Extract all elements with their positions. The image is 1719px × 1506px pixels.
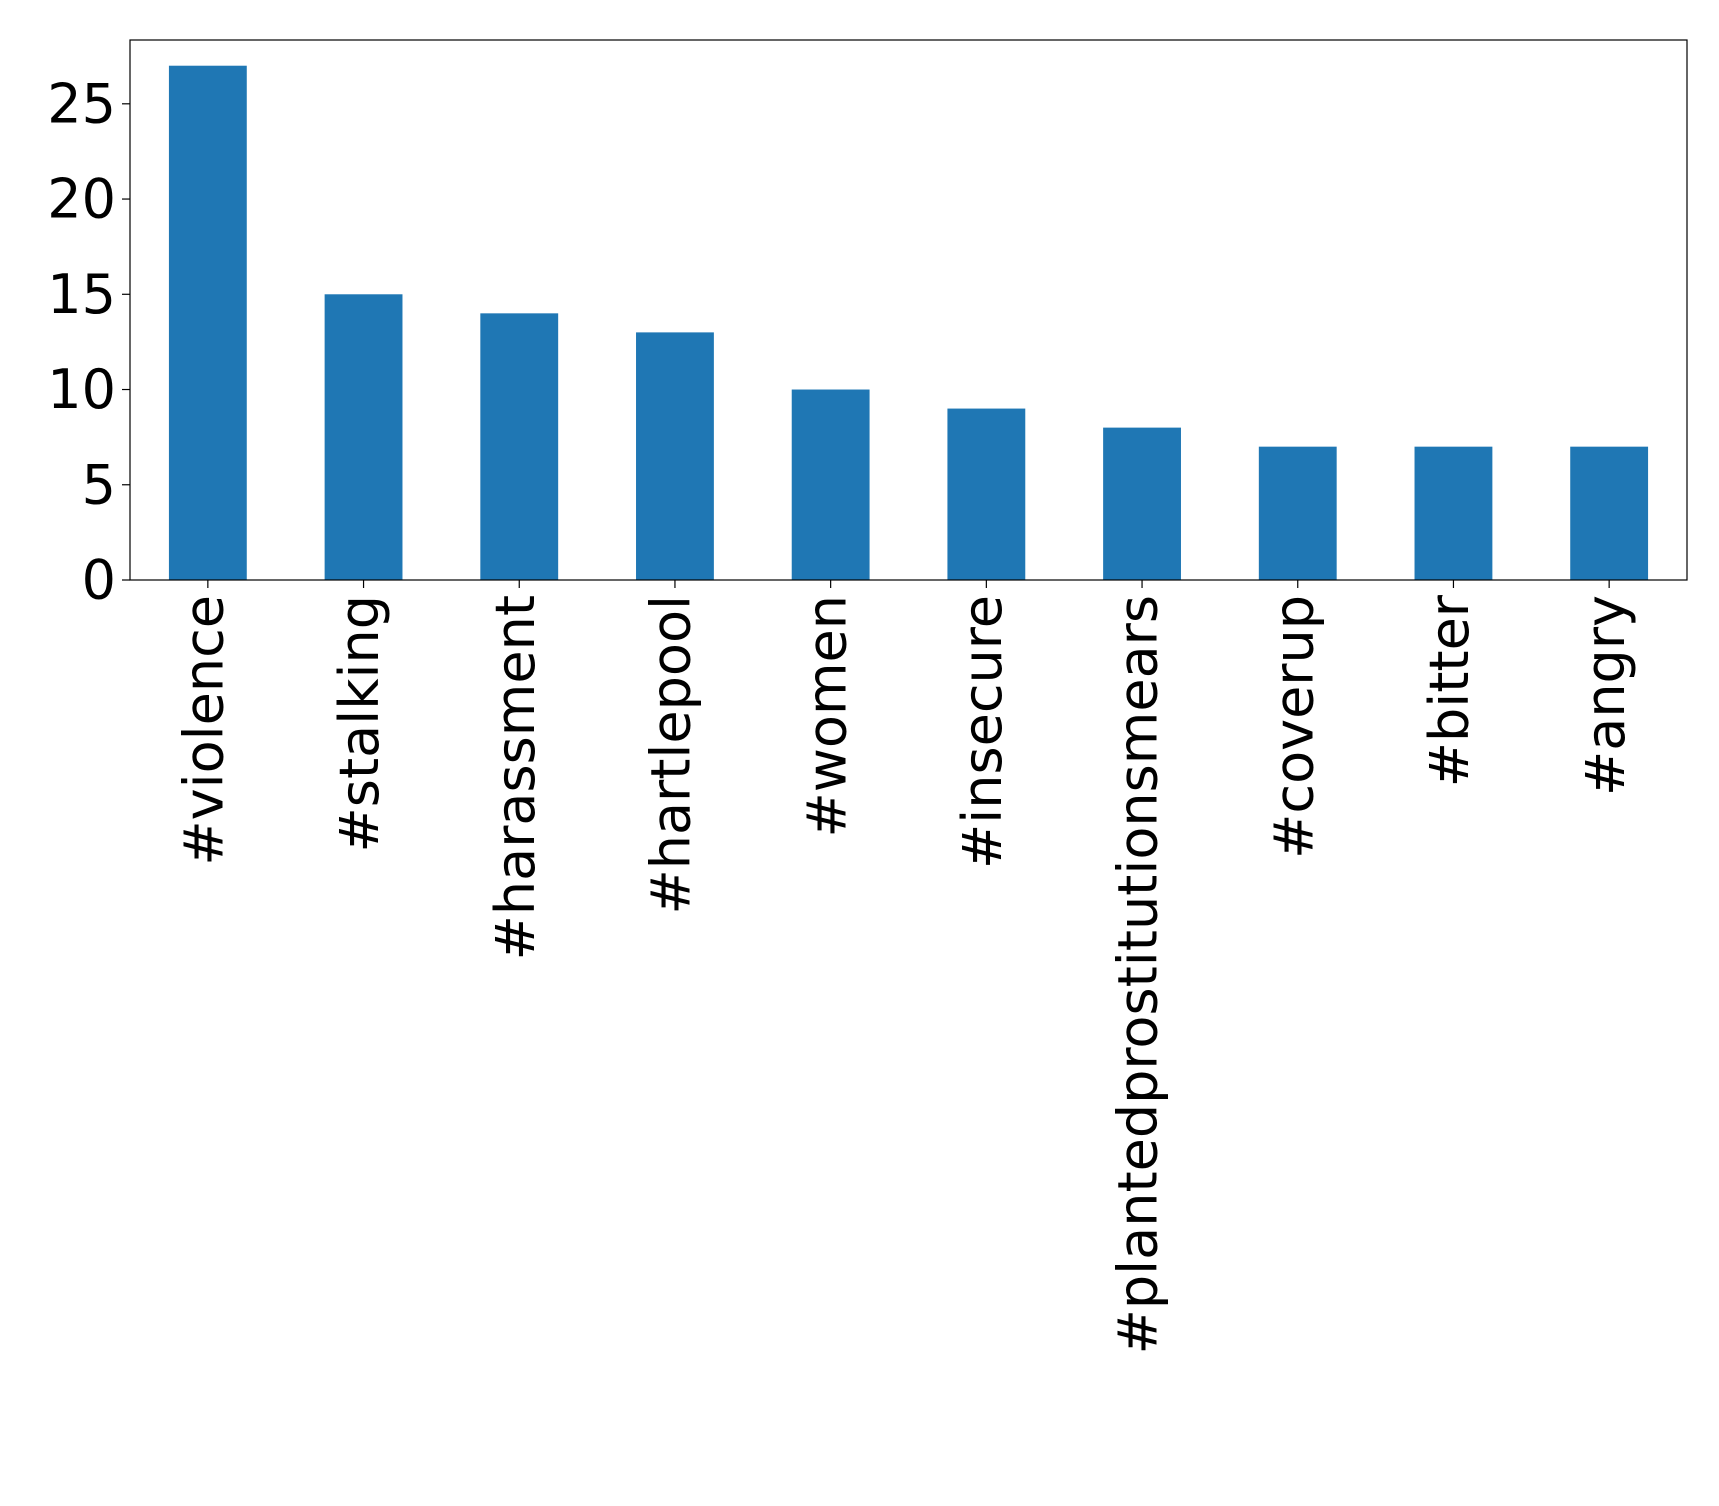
x-tick-label: #bitter — [1418, 594, 1481, 787]
bar — [324, 294, 403, 580]
y-tick-label: 15 — [47, 263, 116, 326]
bar — [1570, 446, 1649, 580]
x-tick-label: #harassment — [484, 595, 547, 960]
bar — [1258, 446, 1337, 580]
y-tick-label: 0 — [82, 549, 116, 612]
x-tick-label: #coverup — [1262, 595, 1325, 859]
x-tick-label: #stalking — [328, 595, 391, 852]
y-tick-label: 5 — [82, 453, 116, 516]
x-tick-label: #violence — [172, 595, 235, 866]
y-tick-label: 20 — [47, 168, 116, 231]
y-tick-label: 25 — [47, 72, 116, 135]
x-tick-label: #plantedprostitutionsmears — [1107, 595, 1170, 1354]
x-tick-label: #insecure — [951, 595, 1014, 869]
plot-frame — [129, 39, 1688, 581]
bar — [791, 389, 870, 580]
x-tick-label: #angry — [1574, 595, 1637, 796]
y-tick-label: 10 — [47, 358, 116, 421]
bar — [947, 408, 1026, 580]
bar — [636, 332, 714, 580]
x-tick-label: #hartlepool — [640, 595, 703, 915]
bar — [1414, 446, 1493, 580]
bar — [168, 65, 247, 580]
bar — [480, 313, 559, 580]
bar — [1103, 427, 1181, 580]
x-tick-label: #women — [795, 595, 858, 838]
